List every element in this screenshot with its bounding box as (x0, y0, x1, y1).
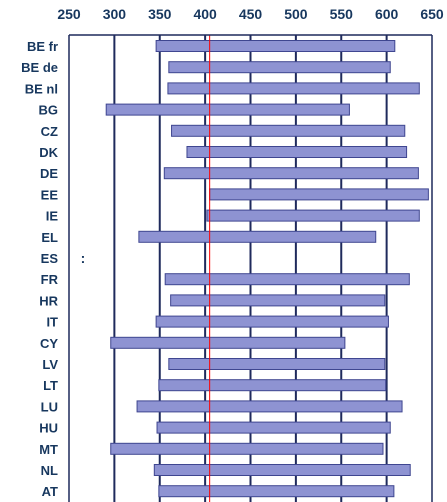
bar-el (138, 230, 377, 243)
x-tick-label-650: 650 (420, 6, 444, 22)
bar-it (155, 315, 389, 328)
x-tick-label-550: 550 (330, 6, 354, 22)
category-label: MT (39, 442, 58, 457)
bar-cz (171, 124, 406, 137)
category-label: EE (41, 187, 59, 202)
x-tick-label-600: 600 (375, 6, 399, 22)
category-label: LV (42, 357, 58, 372)
category-label: HR (39, 293, 58, 308)
category-label: DE (40, 166, 58, 181)
category-label: CZ (41, 124, 58, 139)
bar-bg (105, 103, 350, 116)
bar-cy (110, 336, 346, 349)
bar-dk (186, 146, 408, 158)
category-labels: BE fr BE de BE nl BG CZ DK DE EE IE EL ES FR HR IT CY L… (21, 39, 58, 499)
bar-lv (168, 358, 386, 370)
category-label: IT (46, 315, 58, 330)
category-label: AT (42, 484, 58, 499)
category-label: CY (40, 336, 58, 351)
category-label: BE nl (25, 81, 58, 96)
bars: : (81, 40, 429, 498)
x-tick-label-450: 450 (239, 6, 263, 22)
bar-at (158, 485, 395, 498)
category-label: BE de (21, 60, 58, 75)
category-label: EL (41, 230, 58, 245)
x-axis-ticks: 250 300 350 400 450 500 550 600 650 (57, 6, 444, 22)
x-tick-label-250: 250 (57, 6, 81, 22)
bar-lu (136, 400, 403, 413)
x-tick-label-400: 400 (193, 6, 217, 22)
category-label: IE (46, 209, 59, 224)
bar-ee (209, 188, 429, 201)
category-label: LT (43, 378, 58, 393)
bar-ie (206, 209, 420, 222)
missing-value-marker: : (81, 250, 86, 266)
category-label: BG (39, 103, 59, 118)
bar-be-nl (167, 82, 420, 95)
bar-be-de (168, 61, 391, 74)
bar-hu (156, 421, 391, 434)
bar-nl (153, 464, 411, 476)
x-tick-label-300: 300 (103, 6, 127, 22)
bar-lt (158, 379, 387, 392)
bar-mt (110, 442, 384, 455)
x-tick-label-500: 500 (284, 6, 308, 22)
category-label: BE fr (27, 39, 58, 54)
bar-be-fr (155, 40, 396, 52)
plot-frame (68, 34, 433, 502)
category-label: HU (39, 421, 58, 436)
bar-fr (164, 273, 410, 286)
bar-de (163, 167, 419, 180)
x-tick-label-350: 350 (148, 6, 172, 22)
bar-hr (170, 294, 386, 307)
category-label: ES (41, 251, 59, 266)
category-label: DK (39, 145, 58, 160)
category-label: FR (41, 272, 59, 287)
category-label: LU (41, 399, 58, 414)
category-label: NL (41, 463, 58, 478)
